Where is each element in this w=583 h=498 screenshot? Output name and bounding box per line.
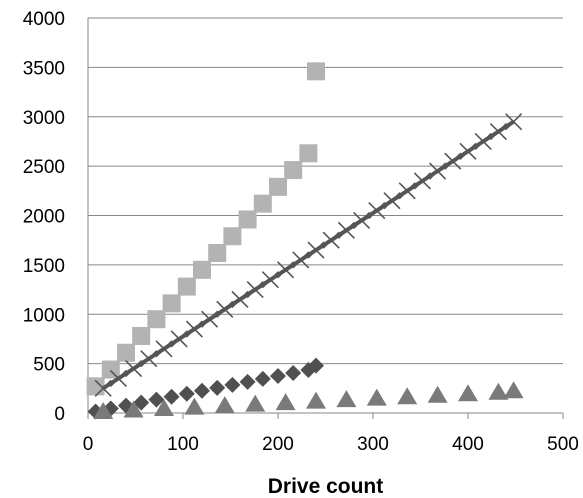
data-point [238,210,257,229]
data-point [125,359,143,378]
data-point [170,330,188,348]
y-tick-label: 500 [33,355,65,376]
data-point [307,62,325,81]
data-point [201,310,219,328]
data-series [86,62,524,420]
data-point [270,367,286,384]
data-point [246,280,264,299]
x-axis-tick-labels: 0 100 200 300 400 500 [83,434,579,455]
data-point [163,388,180,405]
data-point [194,382,210,399]
gridlines [88,17,563,365]
data-point [94,379,112,397]
data-point [337,221,355,239]
data-point [261,271,279,289]
data-point [184,397,205,415]
data-point [147,310,166,329]
series-3 [87,357,324,420]
data-point [109,369,127,388]
data-point [148,391,165,408]
data-point [503,381,524,399]
data-point [162,294,181,313]
series-line [102,120,515,390]
data-point [397,387,418,405]
data-point [193,260,211,279]
data-point [322,231,340,249]
data-point [154,399,174,417]
data-point [245,394,266,412]
data-point [155,340,173,358]
y-tick-label: 2000 [23,207,65,228]
y-tick-label: 3000 [23,108,65,129]
x-tick-label: 400 [452,434,484,455]
data-point [269,177,287,196]
data-point [209,379,226,396]
data-point [398,182,416,200]
data-point [429,162,447,180]
data-point [101,360,120,379]
data-point [306,391,326,409]
data-point [413,172,431,190]
data-point [292,251,310,269]
data-point [383,192,401,210]
data-point [459,142,477,160]
series-2 [94,113,523,397]
data-point [353,211,371,230]
data-point [336,390,357,408]
data-point [140,350,158,368]
x-tick-label: 500 [547,434,579,455]
data-point [275,393,296,411]
series-1 [86,62,325,396]
data-point [366,388,387,406]
x-tick-label: 300 [357,434,389,455]
data-point [307,241,325,259]
data-point [488,382,509,400]
y-tick-label: 0 [54,404,65,425]
data-point [489,122,507,141]
data-point [277,261,295,279]
data-point [224,376,241,393]
data-point [216,300,234,318]
data-point [214,396,235,414]
data-point [505,113,523,131]
series-4 [93,381,524,420]
data-point [133,394,150,411]
y-tick-label: 4000 [23,9,65,30]
x-tick-label: 100 [167,434,199,455]
data-point [132,326,151,345]
data-point [123,400,144,418]
data-point [178,385,195,402]
data-point [308,357,324,374]
data-point [208,244,227,263]
y-tick-label: 1000 [23,305,65,326]
y-axis-tick-labels: 0 500 1000 1500 2000 2500 3000 3500 4000 [23,9,65,425]
data-point [299,144,318,163]
data-point [185,320,203,338]
y-tick-label: 1500 [23,256,65,277]
data-point [239,373,256,390]
data-point [444,152,462,170]
axes [87,18,564,419]
y-tick-label: 2500 [23,157,65,178]
data-point [177,277,196,296]
data-point [253,194,272,213]
data-point [231,290,249,309]
x-tick-label: 200 [262,434,294,455]
data-point [117,343,135,362]
data-point [284,161,303,180]
x-axis-label: Drive count [268,475,384,498]
data-point [254,370,271,387]
data-point [458,384,478,402]
data-point [474,132,492,151]
x-tick-label: 0 [83,434,94,455]
data-point [223,227,242,246]
data-point [368,201,386,220]
data-point [93,402,114,420]
data-point [427,385,448,403]
data-point [285,365,302,382]
y-tick-label: 3500 [23,58,65,79]
